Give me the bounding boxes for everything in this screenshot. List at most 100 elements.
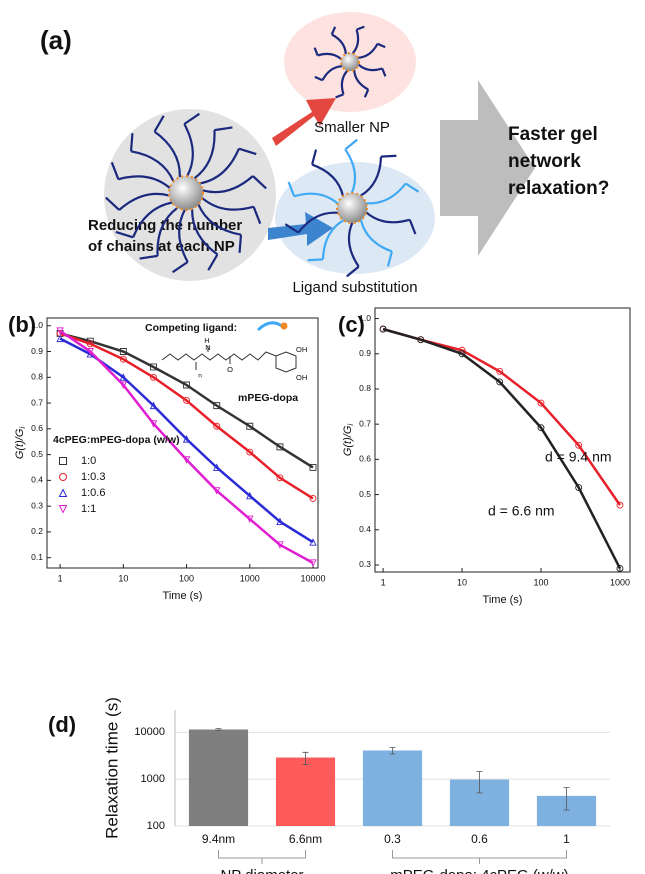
- marker: [616, 565, 624, 572]
- x-tick-label: 1000: [610, 577, 630, 587]
- marker: [150, 373, 157, 381]
- x-tick-label: 6.6nm: [289, 832, 322, 846]
- group-label: mPEG-dopa: 4cPEG (w/w): [390, 867, 568, 874]
- marker: [417, 336, 425, 344]
- chain: [284, 211, 338, 234]
- bar: [188, 729, 249, 826]
- marker: [537, 399, 545, 407]
- chain: [202, 175, 267, 194]
- nanoparticle: [336, 192, 368, 224]
- y-axis-label: G(t)/Gi: [14, 427, 27, 460]
- y-tick-label: 0.5: [31, 449, 43, 459]
- question: network: [508, 151, 581, 172]
- x-axis-label: Time (s): [163, 590, 203, 602]
- structure-label: N: [205, 343, 210, 352]
- error-bar: [389, 747, 396, 755]
- marker: [149, 401, 158, 410]
- group-label: NP diameter: [220, 867, 303, 874]
- marker: [119, 373, 128, 381]
- marker: [276, 443, 284, 451]
- y-tick-label: 0.1: [31, 552, 43, 562]
- chain: [139, 206, 179, 260]
- chain: [201, 197, 262, 225]
- legend-label: 1:0.6: [81, 487, 105, 499]
- chain: [193, 126, 233, 180]
- x-tick-label: 0.6: [471, 832, 488, 846]
- chain: [171, 209, 189, 274]
- nanoparticle: [340, 52, 360, 72]
- chain: [357, 42, 386, 59]
- chain: [183, 112, 201, 177]
- plot-frame: [374, 307, 631, 573]
- arrow-red: [272, 98, 336, 146]
- annotation: mPEG-dopa: [238, 392, 298, 404]
- marker: [213, 402, 221, 410]
- y-axis-label: G(t)/Gi: [342, 424, 355, 457]
- nanoparticle: [168, 175, 204, 211]
- y-tick-label: 0.7: [359, 418, 371, 428]
- marker: [56, 334, 64, 343]
- chain: [357, 63, 387, 77]
- ligand-dot: [280, 322, 288, 330]
- chain: [110, 161, 171, 189]
- marker: [616, 501, 624, 509]
- series-line: [382, 327, 622, 570]
- marker: [276, 517, 284, 526]
- y-tick-label: 0.9: [359, 348, 371, 358]
- chain: [307, 219, 344, 262]
- x-tick-label: 1: [58, 573, 63, 583]
- label: Smaller NP: [314, 119, 390, 136]
- panel-label: (d): [48, 712, 76, 737]
- label: Ligand substitution: [292, 279, 417, 296]
- chain: [366, 182, 420, 205]
- chain: [287, 181, 339, 205]
- legend-label: 1:0.3: [81, 471, 105, 483]
- error-bar: [302, 751, 309, 765]
- structure: [195, 346, 231, 370]
- marker: [309, 538, 317, 546]
- y-axis-label-sub: i: [346, 424, 355, 426]
- legend-marker: [58, 488, 68, 497]
- bracket: [392, 850, 567, 864]
- marker: [86, 348, 95, 356]
- marker: [149, 420, 158, 428]
- x-tick-label: 1000: [240, 573, 260, 583]
- marker: [496, 378, 504, 386]
- marker: [182, 456, 191, 464]
- legend-marker: [58, 505, 68, 514]
- x-tick-label: 9.4nm: [202, 832, 235, 846]
- y-tick-label: 100: [147, 820, 165, 832]
- marker: [119, 381, 128, 390]
- error-bar: [215, 728, 222, 731]
- y-tick-label: 1.0: [359, 313, 371, 323]
- series-label: d = 6.6 nm: [488, 503, 555, 519]
- y-tick-label: 0.3: [359, 559, 371, 569]
- error-bar: [563, 787, 570, 811]
- y-axis-label: G(t)/G: [342, 425, 354, 456]
- marker: [212, 463, 221, 471]
- x-tick-label: 10000: [300, 573, 325, 583]
- y-tick-label: 0.9: [31, 346, 43, 356]
- y-tick-label: 0.4: [31, 475, 43, 485]
- marker: [575, 441, 583, 449]
- legend-title: 4cPEG:mPEG-dopa (w/w): [53, 434, 180, 446]
- y-tick-label: 0.7: [31, 397, 43, 407]
- panel-label: (c): [338, 312, 365, 337]
- marker: [458, 350, 466, 358]
- marker: [575, 484, 583, 491]
- chain: [314, 65, 343, 82]
- marker: [309, 559, 317, 567]
- chain: [344, 138, 358, 194]
- legend-marker: [59, 457, 67, 465]
- marker: [246, 448, 254, 456]
- marker: [276, 474, 284, 482]
- y-tick-label: 0.8: [31, 372, 43, 382]
- marker: [276, 541, 284, 549]
- marker: [119, 348, 127, 355]
- y-tick-label: 0.8: [359, 383, 371, 393]
- marker: [183, 397, 191, 404]
- y-tick-label: 0.5: [359, 489, 371, 499]
- x-tick-label: 100: [533, 577, 548, 587]
